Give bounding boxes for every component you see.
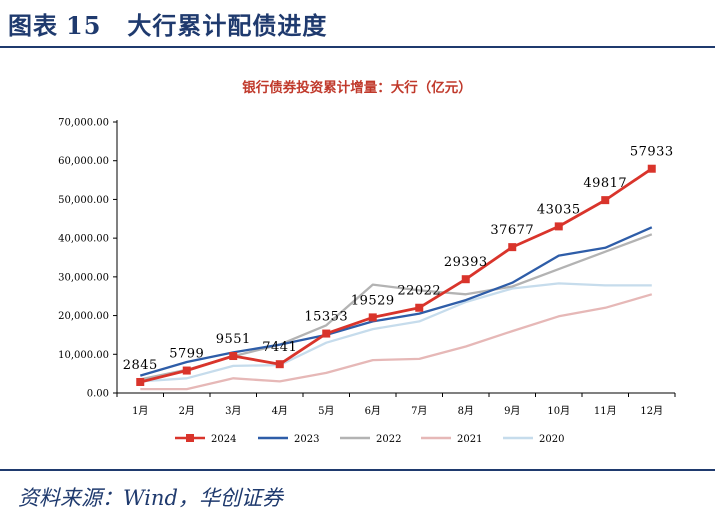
data-label-2024: 29393 xyxy=(444,255,488,270)
legend-label-2020: 2020 xyxy=(539,434,564,445)
data-label-2024: 43035 xyxy=(537,202,581,217)
data-label-2024: 5799 xyxy=(169,347,204,362)
legend-label-2022: 2022 xyxy=(376,434,401,445)
legend-label-2021: 2021 xyxy=(457,434,482,445)
data-point-2024 xyxy=(554,222,563,231)
legend-label-2024: 2024 xyxy=(211,434,236,445)
data-label-2024: 9551 xyxy=(216,332,251,347)
y-tick-label: 0.00 xyxy=(87,389,109,400)
x-tick-label: 4月 xyxy=(272,405,288,417)
legend-marker-2024 xyxy=(186,434,194,442)
y-tick-label: 10,000.00 xyxy=(58,350,109,361)
bottom-divider xyxy=(0,469,715,471)
data-point-2024 xyxy=(647,164,656,173)
data-label-2024: 49817 xyxy=(583,176,627,191)
data-point-2024 xyxy=(229,352,238,361)
data-point-2024 xyxy=(182,366,191,375)
series-line-2022 xyxy=(140,233,653,381)
x-tick-label: 2月 xyxy=(179,405,195,417)
legend-label-2023: 2023 xyxy=(294,434,319,445)
data-point-2024 xyxy=(415,303,424,312)
y-tick-label: 50,000.00 xyxy=(58,195,109,206)
x-tick-label: 9月 xyxy=(504,405,520,417)
x-tick-label: 7月 xyxy=(411,405,427,417)
chart-title: 银行债券投资累计增量：大行（亿元） xyxy=(242,79,472,96)
series-line-2023 xyxy=(139,226,653,377)
x-tick-label: 12月 xyxy=(640,405,663,417)
line-chart: 银行债券投资累计增量：大行（亿元） 0.00 10,000.00 20,000.00 3… xyxy=(58,79,676,445)
data-label-2024: 22022 xyxy=(397,284,441,299)
data-label-2024: 15353 xyxy=(304,310,348,325)
source-note: 资料来源：Wind，华创证券 xyxy=(18,486,283,510)
figure-number: 15 xyxy=(66,11,102,40)
data-point-2024 xyxy=(275,360,284,369)
data-point-2024 xyxy=(601,196,610,205)
x-tick-label: 11月 xyxy=(594,405,617,417)
data-point-2024 xyxy=(136,377,145,386)
top-divider xyxy=(0,46,715,48)
y-tick-label: 40,000.00 xyxy=(58,234,109,245)
series-line-2021 xyxy=(140,293,653,391)
figure-label: 图表 xyxy=(8,11,58,40)
series-line-2020 xyxy=(140,282,652,383)
data-point-2024 xyxy=(508,243,517,252)
x-tick-label: 3月 xyxy=(225,405,241,417)
data-label-2024: 19529 xyxy=(351,293,395,308)
data-point-2024 xyxy=(368,313,377,322)
data-label-2024: 2845 xyxy=(123,358,158,373)
series-line-2024 xyxy=(139,167,653,384)
data-point-2024 xyxy=(322,329,331,338)
data-label-2024: 57933 xyxy=(630,145,674,160)
figure-title-text: 大行累计配债进度 xyxy=(127,11,328,40)
x-tick-label: 8月 xyxy=(458,405,474,417)
x-tick-label: 6月 xyxy=(365,405,381,417)
y-tick-label: 60,000.00 xyxy=(58,156,109,167)
x-tick-label: 1月 xyxy=(132,405,148,417)
data-point-2024 xyxy=(461,275,470,284)
y-tick-label: 70,000.00 xyxy=(58,118,109,129)
data-label-2024: 37677 xyxy=(490,223,534,238)
y-tick-label: 30,000.00 xyxy=(58,272,109,283)
figure-title: 图表 15 大行累计配债进度 xyxy=(8,6,327,41)
x-tick-label: 5月 xyxy=(318,405,334,417)
x-tick-label: 10月 xyxy=(547,405,570,417)
data-label-2024: 7441 xyxy=(262,340,297,355)
y-tick-label: 20,000.00 xyxy=(58,311,109,322)
